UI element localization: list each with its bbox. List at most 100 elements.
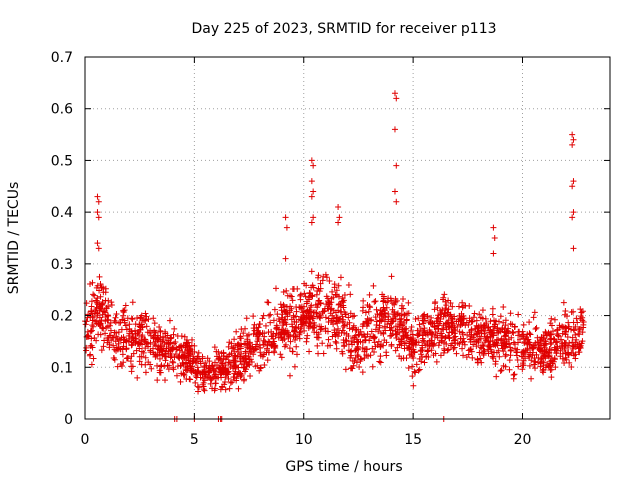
- data-point: [484, 324, 491, 331]
- data-point: [160, 333, 167, 340]
- data-point: [540, 369, 547, 376]
- data-point: [166, 317, 173, 324]
- data-point: [247, 372, 254, 379]
- data-point: [548, 354, 555, 361]
- data-point: [469, 354, 476, 361]
- data-point: [529, 344, 536, 351]
- data-point: [325, 318, 332, 325]
- data-point: [347, 310, 354, 317]
- data-point: [527, 349, 534, 356]
- data-point: [409, 331, 416, 338]
- data-point: [132, 321, 139, 328]
- data-point: [295, 323, 302, 330]
- data-point: [260, 337, 267, 344]
- data-point: [379, 316, 386, 323]
- data-point: [245, 331, 252, 338]
- data-point: [87, 327, 94, 334]
- data-point: [260, 312, 267, 319]
- data-point: [283, 303, 290, 310]
- data-point: [327, 342, 334, 349]
- data-point: [485, 350, 492, 357]
- data-point: [142, 345, 149, 352]
- data-point: [325, 297, 332, 304]
- data-point: [151, 327, 158, 334]
- data-point: [424, 340, 431, 347]
- data-point: [256, 321, 263, 328]
- data-point: [345, 332, 352, 339]
- data-point: [549, 360, 556, 367]
- data-point: [565, 319, 572, 326]
- data-point: [297, 291, 304, 298]
- data-point: [493, 373, 500, 380]
- data-point: [307, 290, 314, 297]
- data-point: [362, 309, 369, 316]
- data-point: [389, 306, 396, 313]
- data-point: [466, 315, 473, 322]
- data-point: [227, 359, 234, 366]
- data-point: [122, 302, 129, 309]
- data-point: [157, 328, 164, 335]
- data-point: [346, 325, 353, 332]
- data-point: [93, 297, 100, 304]
- data-point: [365, 308, 372, 315]
- data-point: [456, 328, 463, 335]
- data-point: [301, 314, 308, 321]
- data-point: [251, 321, 258, 328]
- data-point: [317, 280, 324, 287]
- data-point: [154, 377, 161, 384]
- data-point: [287, 338, 294, 345]
- data-point: [347, 291, 354, 298]
- data-point: [323, 274, 330, 281]
- data-point: [199, 353, 206, 360]
- data-point: [170, 364, 177, 371]
- data-point: [366, 316, 373, 323]
- data-point: [459, 331, 466, 338]
- y-tick-label: 0.6: [51, 102, 73, 118]
- data-point: [173, 346, 180, 353]
- data-point: [520, 332, 527, 339]
- data-point: [498, 367, 505, 374]
- data-point: [250, 351, 257, 358]
- data-point: [460, 352, 467, 359]
- data-point: [183, 339, 190, 346]
- data-point: [388, 341, 395, 348]
- data-point: [563, 339, 570, 346]
- data-point: [376, 358, 383, 365]
- data-point: [473, 322, 480, 329]
- data-point: [416, 321, 423, 328]
- data-point: [335, 282, 342, 289]
- data-point: [570, 209, 577, 216]
- data-point: [308, 268, 315, 275]
- data-point: [428, 347, 435, 354]
- data-point: [337, 308, 344, 315]
- data-point: [256, 331, 263, 338]
- data-point: [411, 349, 418, 356]
- data-point: [158, 342, 165, 349]
- data-point: [339, 318, 346, 325]
- data-point: [549, 328, 556, 335]
- data-point: [507, 347, 514, 354]
- data-point: [241, 368, 248, 375]
- y-axis-label: SRMTID / TECUs: [6, 182, 22, 295]
- data-point: [280, 331, 287, 338]
- data-point: [579, 329, 586, 336]
- data-point: [403, 316, 410, 323]
- data-point: [448, 313, 455, 320]
- data-point: [450, 334, 457, 341]
- data-point: [490, 332, 497, 339]
- data-point: [431, 322, 438, 329]
- data-point: [572, 331, 579, 338]
- data-point: [297, 304, 304, 311]
- data-point: [203, 373, 210, 380]
- data-point: [275, 330, 282, 337]
- data-point: [419, 354, 426, 361]
- data-point: [229, 378, 236, 385]
- data-point: [402, 325, 409, 332]
- data-point: [95, 214, 102, 221]
- data-point: [231, 348, 238, 355]
- data-point: [123, 355, 130, 362]
- data-point: [174, 363, 181, 370]
- data-point: [542, 328, 549, 335]
- data-point: [492, 318, 499, 325]
